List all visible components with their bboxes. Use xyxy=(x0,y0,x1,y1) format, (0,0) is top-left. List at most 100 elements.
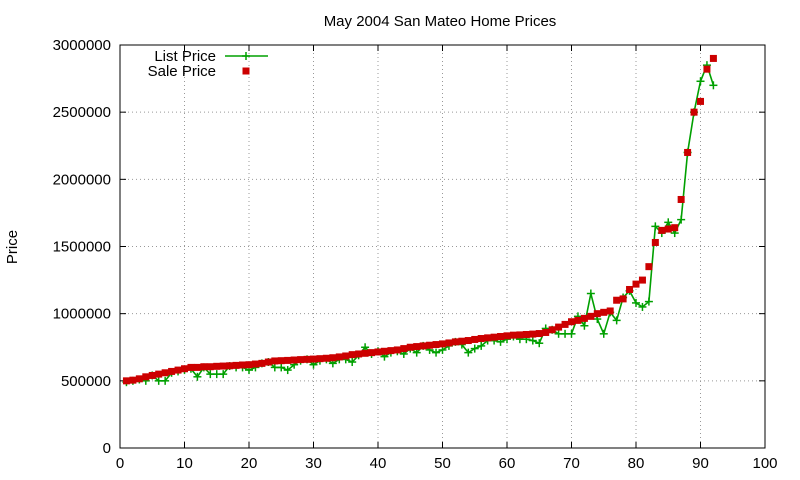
sale-price-point xyxy=(638,276,646,284)
y-tick-label: 0 xyxy=(103,440,111,457)
series-layer xyxy=(122,54,718,387)
list-price-point xyxy=(612,316,621,325)
sale-price-point xyxy=(419,342,427,350)
y-tick-label: 2500000 xyxy=(53,104,111,121)
y-axis-label: Price xyxy=(4,230,21,264)
sale-price-point xyxy=(174,366,182,374)
sale-price-point xyxy=(226,362,234,370)
sale-price-point xyxy=(671,224,679,232)
sale-price-point xyxy=(574,316,582,324)
sale-price-point xyxy=(361,349,369,357)
list-price-point xyxy=(709,81,718,90)
sale-price-point xyxy=(709,54,717,62)
sale-price-point xyxy=(316,355,324,363)
sale-price-point xyxy=(522,330,530,338)
sale-price-point xyxy=(342,352,350,360)
sale-price-point xyxy=(445,339,453,347)
list-price-point xyxy=(696,77,705,86)
sale-price-point xyxy=(477,335,485,343)
sale-price-point xyxy=(645,263,653,271)
sale-price-point xyxy=(348,351,356,359)
list-price-point xyxy=(477,341,486,350)
list-price-point xyxy=(677,215,686,224)
list-price-point xyxy=(219,370,228,379)
sale-price-point xyxy=(606,307,614,315)
list-price-point xyxy=(535,339,544,348)
sale-price-point xyxy=(148,371,156,379)
sale-price-point xyxy=(122,377,130,385)
sale-price-point xyxy=(380,347,388,355)
sale-price-point xyxy=(181,365,188,373)
sale-price-point xyxy=(161,369,169,377)
sale-price-point xyxy=(626,285,634,293)
sale-price-point xyxy=(335,353,343,361)
series-markers-list-price xyxy=(122,61,718,387)
sale-price-point xyxy=(168,367,176,375)
sale-price-point xyxy=(129,376,137,384)
sale-price-point xyxy=(593,310,601,318)
sale-price-point xyxy=(580,314,588,322)
sale-price-point xyxy=(187,363,195,371)
sale-price-point xyxy=(284,356,292,364)
sale-price-point xyxy=(677,195,685,203)
sale-price-point xyxy=(613,296,621,304)
sale-price-point xyxy=(310,355,317,363)
list-price-point xyxy=(638,302,647,311)
sale-price-point xyxy=(239,361,247,369)
sale-price-point xyxy=(542,328,550,336)
sale-price-point xyxy=(664,225,672,233)
list-price-point xyxy=(580,321,589,330)
sale-price-point xyxy=(529,330,537,338)
sale-price-point xyxy=(587,312,595,320)
sale-price-point xyxy=(232,361,240,369)
list-price-point xyxy=(432,348,441,357)
sale-price-point xyxy=(426,341,434,349)
sale-price-point xyxy=(658,226,666,234)
list-price-point xyxy=(161,376,170,385)
sale-price-point xyxy=(219,362,227,370)
sale-price-point xyxy=(271,357,279,365)
sale-price-point xyxy=(322,354,330,362)
sale-price-point xyxy=(277,357,285,365)
sale-price-point xyxy=(264,358,272,366)
y-tick-label: 1000000 xyxy=(53,306,111,323)
legend-label-list-price: List Price xyxy=(154,48,216,65)
legend-label-sale-price: Sale Price xyxy=(148,63,216,80)
sale-price-point xyxy=(535,330,543,338)
sale-price-point xyxy=(329,354,337,362)
list-price-point xyxy=(599,329,608,338)
sale-price-point xyxy=(619,295,627,303)
sale-price-point xyxy=(568,318,575,326)
list-price-point xyxy=(632,298,640,307)
sale-price-point xyxy=(290,356,298,364)
sale-price-point xyxy=(135,375,143,383)
list-price-point xyxy=(470,344,479,353)
legend: List Price Sale Price xyxy=(148,48,268,80)
sale-price-point xyxy=(155,370,163,378)
list-price-point xyxy=(277,363,286,372)
sale-price-point xyxy=(484,334,492,342)
list-price-point xyxy=(283,366,292,375)
sale-price-point xyxy=(251,360,259,368)
sale-price-point xyxy=(458,337,466,345)
y-tick-label: 500000 xyxy=(61,373,111,390)
grid xyxy=(120,45,765,448)
x-tick-label: 40 xyxy=(370,455,387,472)
x-tick-label: 80 xyxy=(628,455,645,472)
sale-price-point xyxy=(471,335,479,343)
sale-price-point xyxy=(374,348,382,356)
sale-price-point xyxy=(651,238,659,246)
list-price-point xyxy=(528,336,537,345)
sale-price-point xyxy=(393,346,401,354)
sale-price-point xyxy=(303,355,311,363)
sale-price-point xyxy=(555,323,563,331)
list-price-point xyxy=(664,218,673,227)
x-tick-label: 50 xyxy=(434,455,451,472)
sale-price-point xyxy=(297,356,305,364)
list-price-point xyxy=(193,372,202,381)
sale-price-point xyxy=(406,343,414,351)
sale-price-point xyxy=(703,65,711,73)
sale-price-point xyxy=(413,343,421,351)
list-price-point xyxy=(644,297,653,306)
